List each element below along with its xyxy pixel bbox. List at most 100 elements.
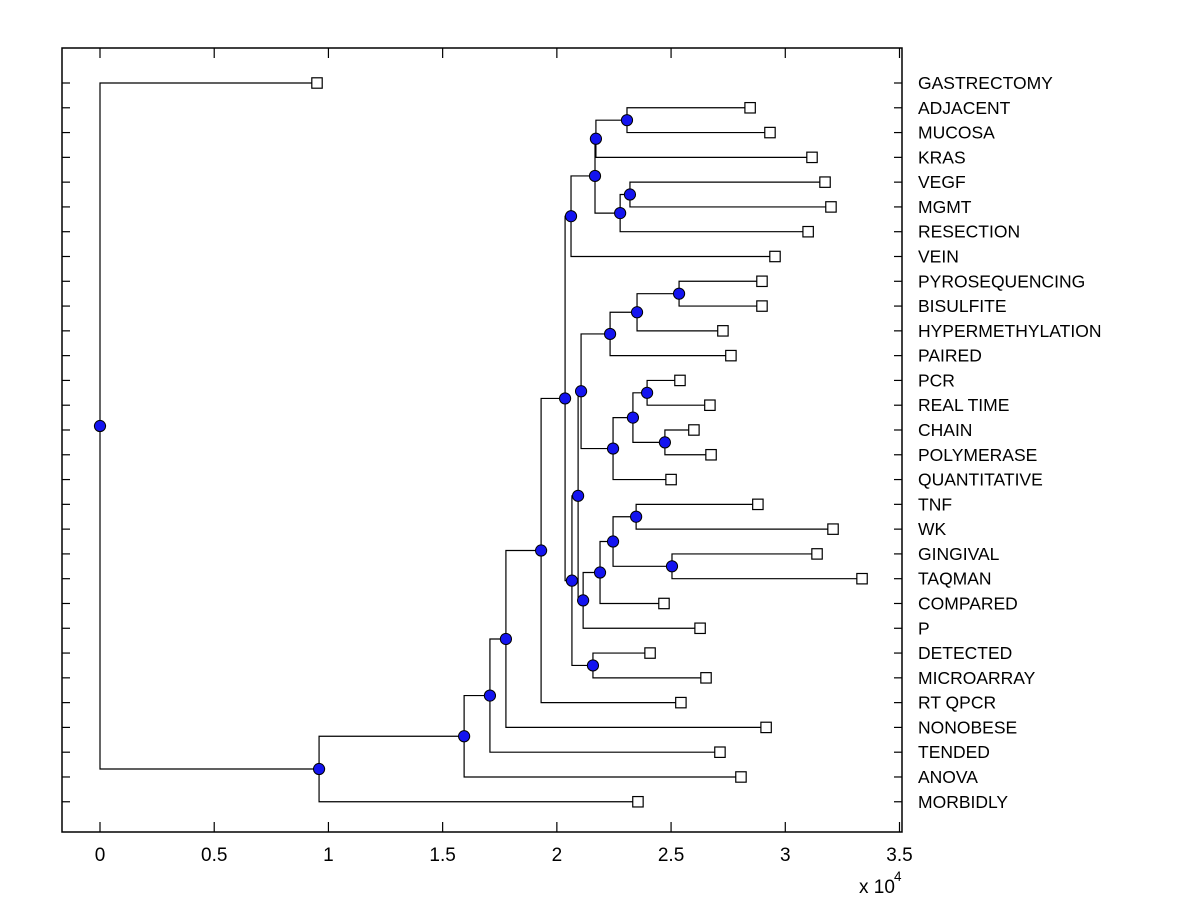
x-tick-label: 1.5 [429, 845, 455, 866]
leaf-marker [752, 498, 764, 511]
branch-node-marker [606, 442, 620, 455]
branch-line [489, 638, 720, 753]
leaf-marker [694, 622, 706, 635]
leaf-marker [856, 572, 868, 585]
leaf-label: KRAS [918, 147, 966, 167]
leaf-label: TNF [918, 494, 952, 514]
branch-node-marker [606, 535, 620, 548]
branch-line [599, 540, 664, 605]
leaf-label: QUANTITATIVE [918, 470, 1043, 490]
branch-node-marker [572, 489, 585, 502]
branch-node-marker [672, 287, 686, 300]
x-tick-label: 0 [95, 845, 106, 866]
leaf-label: ANOVA [918, 767, 978, 787]
leaf-label: RT QPCR [918, 693, 996, 713]
leaf-marker [744, 101, 756, 114]
branch-line [318, 735, 638, 803]
x-tick-label: 2.5 [658, 845, 684, 866]
leaf-marker [825, 201, 837, 213]
leaf-label: POLYMERASE [918, 445, 1037, 465]
leaf-label: MUCOSA [918, 123, 995, 143]
leaf-label: PAIRED [918, 346, 982, 366]
branch-node-marker [312, 762, 326, 776]
branch-node-marker [458, 730, 471, 743]
leaf-label: VEGF [918, 172, 966, 192]
branch-node-marker [558, 392, 572, 405]
branch-line [629, 181, 831, 208]
leaf-marker [806, 151, 818, 164]
branch-node-marker [589, 132, 603, 145]
leaf-marker [819, 176, 831, 188]
branch-node-marker [534, 544, 548, 557]
leaf-label: BISULFITE [918, 296, 1007, 316]
branch-line [99, 82, 320, 770]
branch-node-marker [620, 114, 634, 127]
branch-node-marker [499, 632, 513, 646]
branch-node-marker [577, 594, 590, 607]
branch-node-marker [593, 566, 607, 579]
branch-line [619, 193, 809, 233]
leaf-label: NONOBESE [918, 717, 1017, 737]
leaf-marker [704, 399, 716, 412]
leaf-marker [674, 374, 686, 387]
leaf-marker [688, 424, 700, 436]
leaf-label: HYPERMETHYLATION [918, 321, 1101, 341]
x-tick-label: 1 [323, 845, 334, 866]
branch-node-marker [564, 210, 578, 223]
leaf-marker [665, 473, 677, 486]
branch-node-marker [574, 385, 588, 398]
branch-node-marker [630, 510, 643, 523]
x-tick-label: 2 [552, 845, 563, 866]
leaf-marker [632, 795, 644, 808]
leaf-label: TAQMAN [918, 569, 992, 589]
leaf-label: GINGIVAL [918, 544, 1000, 564]
leaf-label: REAL TIME [918, 395, 1009, 415]
branch-node-marker [565, 574, 579, 587]
leaf-marker [764, 126, 776, 139]
leaf-label: PCR [918, 370, 955, 390]
branch-line [635, 503, 834, 530]
leaf-marker [756, 300, 768, 312]
x-tick-label: 0.5 [201, 845, 227, 866]
x-tick-label: 3 [780, 845, 791, 866]
branch-node-marker [588, 169, 602, 183]
branch-line [671, 553, 863, 580]
leaf-marker [811, 548, 823, 560]
branch-node-marker [483, 689, 497, 702]
leaf-label: MGMT [918, 197, 972, 217]
leaf-marker [311, 77, 323, 89]
leaf-marker [769, 250, 781, 263]
leaf-label: VEIN [918, 246, 959, 266]
branch-line [678, 280, 762, 307]
leaf-marker [714, 746, 726, 758]
leaf-marker [675, 696, 687, 709]
leaf-label: RESECTION [918, 222, 1020, 242]
leaf-label: DETECTED [918, 643, 1012, 663]
plot-border [61, 47, 903, 833]
leaf-label: PYROSEQUENCING [918, 271, 1085, 291]
branch-node-marker [630, 306, 644, 319]
leaf-label: TENDED [918, 742, 990, 762]
leaf-label: MORBIDLY [918, 792, 1008, 812]
branch-node-marker [623, 188, 637, 201]
axis-multiplier-exponent: 4 [894, 869, 902, 884]
axis-multiplier: x 10 [859, 877, 895, 898]
leaf-marker [725, 349, 737, 362]
leaf-label: CHAIN [918, 420, 972, 440]
branch-line [609, 311, 731, 357]
branch-node-marker [626, 411, 640, 424]
leaf-marker [827, 523, 839, 535]
leaf-marker [700, 672, 712, 684]
branch-node-marker [586, 659, 600, 672]
leaf-marker [735, 771, 747, 783]
leaf-marker [705, 448, 717, 461]
branch-node-marker [640, 386, 654, 399]
branch-line [664, 429, 712, 456]
branch-line [612, 416, 672, 481]
leaf-marker [644, 647, 656, 659]
branch-node-marker [93, 419, 107, 433]
leaf-label: GASTRECTOMY [918, 73, 1053, 93]
branch-node-marker [665, 560, 679, 573]
branch-line [570, 175, 776, 258]
